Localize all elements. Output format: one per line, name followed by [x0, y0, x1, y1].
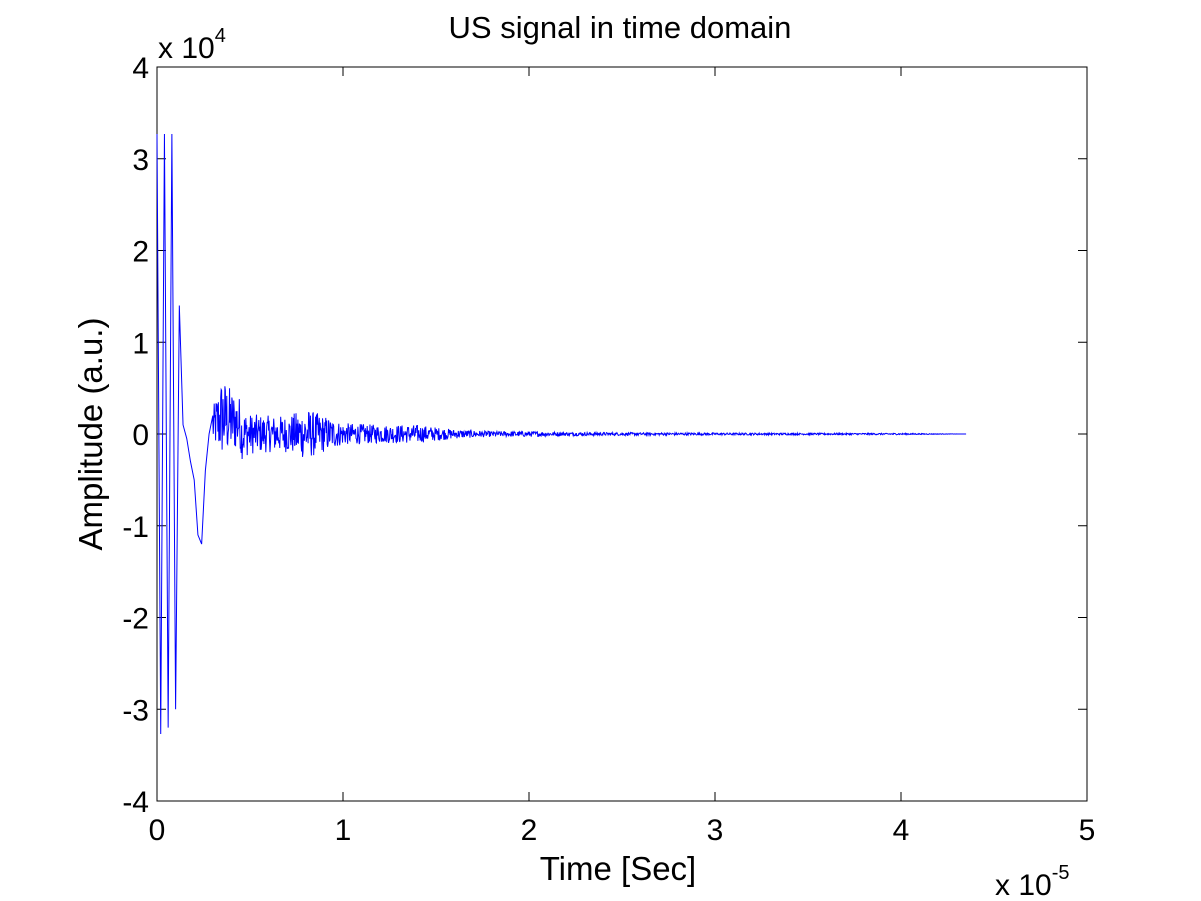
axis-ticks	[156, 66, 1088, 802]
y-tick-label: -1	[122, 511, 149, 544]
y-tick-label: 1	[132, 327, 149, 360]
x-tick-label: 2	[521, 814, 538, 847]
y-tick-label: -3	[122, 694, 149, 727]
tick-labels: 0 1 2 3 4 5 -4 -3 -2 -1 0 1 2 3 4	[122, 52, 1095, 847]
y-tick-label: -4	[122, 786, 149, 819]
x-tick-label: 4	[893, 814, 910, 847]
y-tick-label: 2	[132, 236, 149, 269]
y-tick-label: 0	[132, 419, 149, 452]
x-tick-label: 0	[149, 814, 166, 847]
x-scale-factor: x 10-5	[995, 862, 1070, 901]
y-tick-label: 3	[132, 144, 149, 177]
y-tick-label: 4	[132, 52, 149, 85]
chart-title: US signal in time domain	[449, 10, 792, 45]
signal-line	[156, 133, 967, 735]
y-axis-label: Amplitude (a.u.)	[72, 318, 109, 551]
x-tick-label: 5	[1079, 814, 1096, 847]
x-tick-label: 3	[707, 814, 724, 847]
x-tick-label: 1	[335, 814, 352, 847]
y-tick-label: -2	[122, 603, 149, 636]
x-axis-label: Time [Sec]	[540, 850, 696, 887]
y-scale-factor: x 104	[158, 25, 226, 65]
